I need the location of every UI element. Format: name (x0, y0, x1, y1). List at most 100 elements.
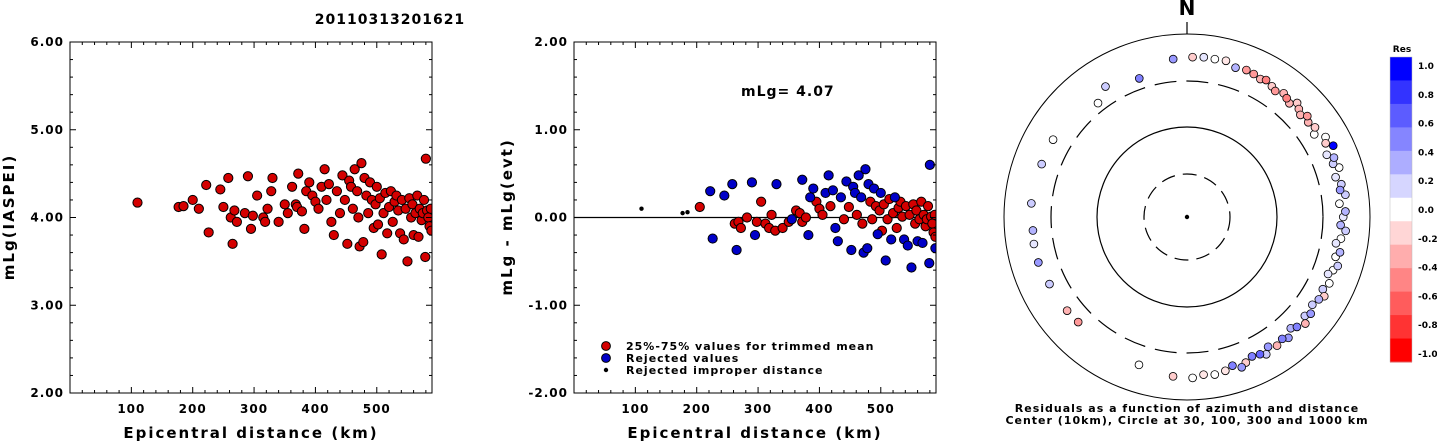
data-point (387, 216, 398, 227)
station-residual-point (1314, 295, 1324, 304)
y-tick-label: 0.00 (534, 211, 568, 225)
data-point (227, 238, 238, 249)
data-point (242, 171, 254, 182)
y-tick-label: 4.00 (30, 211, 64, 225)
data-point (838, 214, 850, 225)
station-residual-point (1302, 111, 1312, 121)
data-point (313, 203, 324, 214)
data-point (875, 187, 886, 199)
panel-residual-vs-distance: 100 200 300 400 500 -2.00 -1.00 0.00 1.00 2.00 mL… (498, 35, 937, 441)
data-point (853, 170, 864, 181)
station-residual-point (1045, 279, 1054, 289)
data-point (287, 181, 298, 192)
data-point (223, 172, 234, 184)
data-point (215, 184, 226, 195)
station-residual-point (1188, 52, 1197, 62)
data-point (835, 192, 846, 203)
colorbar-block (1390, 80, 1412, 105)
colorbar-label: -0.6 (1418, 292, 1437, 302)
data-point (420, 153, 431, 164)
data-point (862, 243, 873, 254)
data-point-dot (680, 210, 685, 216)
data-point (727, 179, 738, 190)
data-point (694, 201, 705, 213)
data-point (358, 236, 369, 248)
data-point (252, 190, 263, 201)
x-tick-label: 200 (683, 402, 711, 416)
colorbar-label: -0.4 (1418, 264, 1437, 274)
data-point (851, 209, 862, 220)
station-residual-point (1034, 258, 1043, 267)
station-residual-point (1255, 349, 1265, 359)
station-residual-point (1199, 52, 1209, 62)
data-point-dot (639, 206, 644, 211)
data-point (426, 225, 432, 236)
data-point (262, 203, 273, 214)
data-point (331, 186, 342, 197)
data-point (805, 192, 816, 203)
y-tick-label: 2.00 (30, 386, 64, 400)
station-residual-point (1168, 54, 1178, 64)
station-residual-point (1282, 93, 1291, 103)
colorbar-labels: 1.0 0.8 0.6 0.4 0.2 0.0 -0.2 -0.4 -0.6 -0.8 -1.0 (1418, 62, 1437, 360)
station-residual-point (1027, 199, 1036, 208)
colorbar-label: -0.8 (1418, 321, 1437, 331)
data-point (751, 216, 762, 227)
station-residual-point (1101, 82, 1110, 91)
range-circle-100km (1096, 126, 1278, 308)
colorbar-blocks (1389, 56, 1413, 363)
data-point (731, 244, 742, 256)
data-point (786, 214, 797, 225)
left-axes: 100 200 300 400 500 2.00 3.00 4.00 5.00 6.00 (30, 35, 432, 416)
data-point (906, 262, 917, 273)
station-residual-point (1037, 159, 1046, 169)
data-point (746, 177, 758, 188)
data-point (771, 179, 782, 190)
legend-label: Rejected values (626, 352, 739, 365)
data-point (337, 170, 348, 181)
colorbar-label: -0.2 (1418, 235, 1437, 245)
station-residual-point (1237, 363, 1247, 372)
y-axis-label-left: mLg(IASPEI) (0, 154, 18, 280)
data-point (273, 216, 284, 227)
data-point (247, 210, 258, 221)
y-tick-label: 3.00 (30, 298, 64, 312)
x-axis-label-middle: Epicentral distance (km) (627, 424, 882, 441)
figure-title: 20110313201621 (315, 12, 465, 28)
legend-label: 25%-75% values for trimmed mean (626, 340, 874, 353)
data-point (930, 231, 936, 242)
station-residual-point (1328, 141, 1338, 150)
station-residual-point (1062, 306, 1072, 315)
magnitude-annotation: mLg= 4.07 (741, 84, 835, 100)
colorbar-block (1390, 103, 1412, 128)
data-point (825, 200, 836, 212)
data-point (841, 176, 852, 187)
station-residual-point (1335, 199, 1344, 208)
x-axis-label-left: Epicentral distance (km) (123, 424, 378, 441)
data-point (193, 203, 204, 214)
data-point (382, 228, 393, 239)
middle-axes: 100 200 300 400 500 -2.00 -1.00 0.00 1.00 2.00 (528, 35, 936, 416)
middle-points (639, 159, 936, 273)
station-residual-point (1335, 185, 1345, 195)
x-tick-label: 200 (179, 402, 207, 416)
station-residual-point (1322, 150, 1332, 160)
data-point (843, 201, 854, 213)
x-tick-label: 500 (867, 402, 895, 416)
station-residual-point (1331, 172, 1340, 182)
polar-caption-line-2: Center (10km), Circle at 30, 100, 300 an… (1005, 414, 1368, 427)
station-residual-point (1318, 284, 1328, 294)
station-residual-point (1341, 190, 1350, 200)
data-point (299, 223, 310, 235)
data-point (891, 222, 902, 234)
data-point (719, 190, 730, 201)
station-residual-point (1334, 163, 1344, 172)
station-residual-point (1242, 65, 1251, 75)
station-residual-point (1134, 74, 1144, 83)
data-point (902, 240, 913, 251)
data-point (326, 216, 337, 227)
data-point (260, 216, 271, 227)
station-residual-point (1263, 342, 1273, 352)
legend-marker (603, 367, 609, 373)
